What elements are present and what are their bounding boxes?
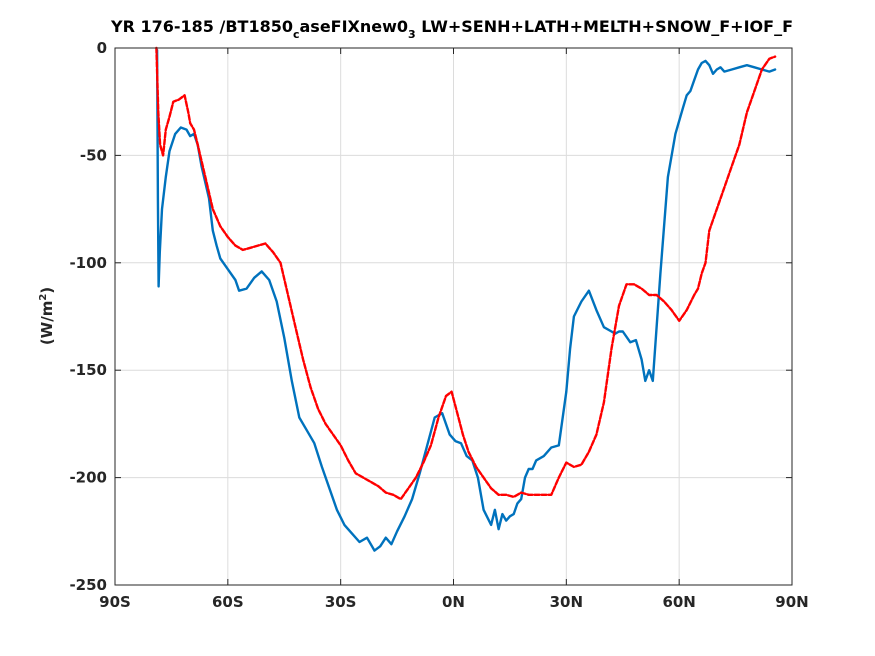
y-tick-label: 0: [97, 39, 107, 57]
series-line-1: [155, 48, 777, 552]
series-line-2: [155, 46, 777, 501]
y-tick-label: -100: [69, 254, 107, 272]
grid-lines: [114, 47, 793, 586]
y-tick-label: -250: [69, 576, 107, 594]
x-tick-label: 90N: [775, 593, 808, 611]
x-tick-label: 60S: [212, 593, 244, 611]
y-axis-title: (W/m2): [38, 287, 56, 345]
x-tick-label: 30S: [325, 593, 357, 611]
x-tick-label: 30N: [550, 593, 583, 611]
x-tick-label: 60N: [662, 593, 695, 611]
x-tick-label: 0N: [442, 593, 465, 611]
series-lines: [155, 46, 777, 552]
x-tick-label: 90S: [99, 593, 131, 611]
chart-title: YR 176-185 /BT1850caseFIXnew03 LW+SENH+L…: [110, 17, 793, 41]
y-tick-labels: 0 -50 -100 -150 -200 -250: [69, 39, 107, 594]
tick-marks: [114, 47, 793, 586]
y-tick-label: -50: [80, 146, 107, 164]
y-tick-label: -150: [69, 361, 107, 379]
x-tick-labels: 90S 60S 30S 0N 30N 60N 90N: [99, 593, 809, 611]
y-tick-label: -200: [69, 469, 107, 487]
